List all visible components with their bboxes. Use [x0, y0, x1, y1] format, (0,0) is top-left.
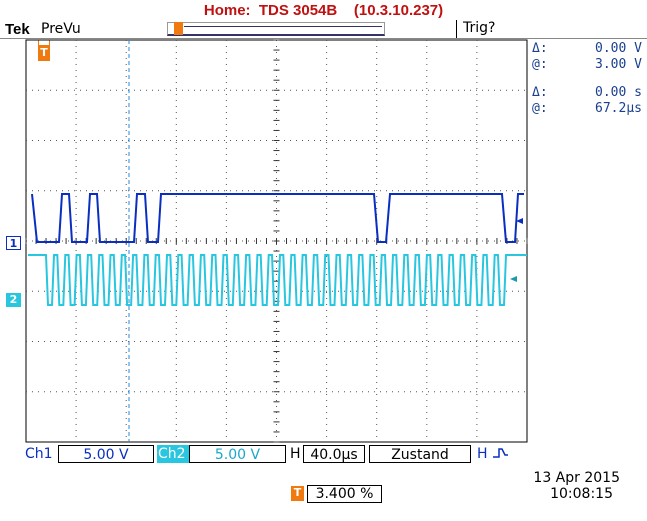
trigger-status: Trig?: [456, 20, 528, 38]
trigger-position-marker-icon: [174, 22, 183, 35]
cursor-readouts: Δ: 0.00 V @: 3.00 V Δ: 0.00 s @: 67.2µs: [532, 41, 642, 117]
grid-lines: [26, 40, 527, 442]
date-display: 13 Apr 2015: [533, 470, 620, 486]
ch2-scale[interactable]: 5.00 V: [189, 445, 286, 463]
cursor-row: Δ: 0.00 s: [532, 85, 642, 100]
ch2-ground-marker-icon[interactable]: 2: [6, 293, 21, 307]
ch2-waveform: [28, 254, 527, 306]
trigger-source[interactable]: Zustand: [369, 445, 471, 463]
ch2-label[interactable]: Ch2: [157, 445, 189, 463]
cursor-row: @: 3.00 V: [532, 57, 642, 72]
cursor-row: @: 67.2µs: [532, 101, 642, 116]
header-divider: [0, 38, 647, 39]
rising-edge-icon: [492, 448, 508, 458]
ch1-scale[interactable]: 5.00 V: [58, 445, 154, 463]
acquisition-mode: PreVu: [41, 21, 81, 37]
record-view-bar: [167, 22, 385, 36]
ch2-trigger-level-arrow-icon: [510, 276, 517, 282]
record-window-bracket: [184, 26, 382, 35]
ch1-trigger-level-arrow-icon: [516, 218, 523, 224]
trigger-marker-icon[interactable]: T: [38, 46, 50, 61]
cursor-row: Δ: 0.00 V: [532, 41, 642, 56]
trigger-position-value[interactable]: 3.400 %: [307, 485, 382, 503]
trigger-slope[interactable]: H: [477, 445, 527, 463]
ch1-waveform: [31, 193, 524, 243]
brand-logo: Tek: [5, 21, 30, 38]
trigger-position-icon: T: [291, 486, 304, 501]
ch1-ground-marker-icon[interactable]: 1: [6, 236, 21, 250]
ch1-label[interactable]: Ch1: [25, 446, 53, 462]
trigger-slope-label: H: [477, 446, 488, 462]
timebase-scale[interactable]: 40.0µs: [303, 445, 365, 463]
window-title: Home: TDS 3054B (10.3.10.237): [203, 2, 444, 19]
time-display: 10:08:15: [550, 486, 613, 502]
trigger-marker-tick-icon: [38, 40, 50, 46]
horizontal-prefix: H: [290, 446, 301, 462]
